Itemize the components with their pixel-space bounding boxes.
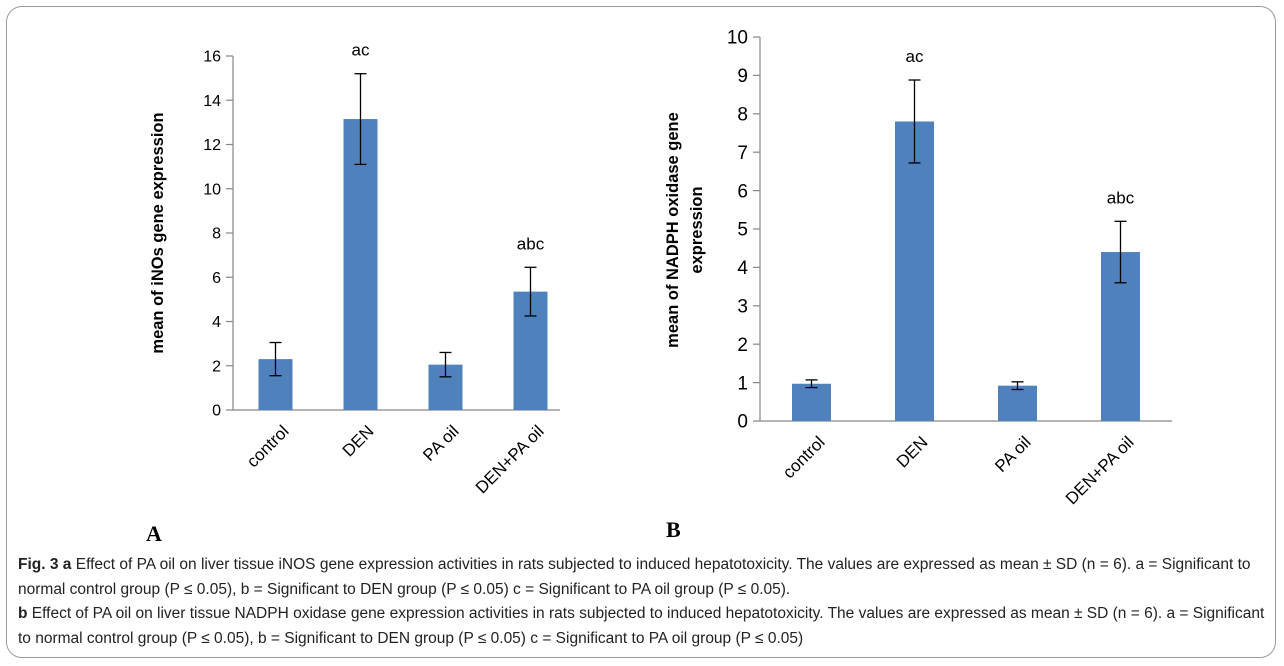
- panel-b-y-tick-label: 7: [737, 143, 748, 164]
- panel-label-a: A: [146, 521, 162, 546]
- panel-b-bar: [895, 121, 934, 421]
- panel-a-y-tick-label: 12: [203, 137, 221, 154]
- chart-b: 0 1 2 3 4 5 6 7 8 9 10 control ac DEN PA oil abc DEN+PA …: [664, 28, 1172, 509]
- caption-b: b Effect of PA oil on liver tissue NADPH…: [18, 602, 1274, 651]
- caption-a: Fig. 3 a Effect of PA oil on liver tissu…: [18, 553, 1274, 602]
- panel-a-y-tick-label: 16: [203, 49, 221, 66]
- panel-label-b: B: [666, 517, 681, 542]
- panel-b-category-label: DEN: [893, 433, 932, 472]
- panel-b-y-tick-label: 5: [737, 220, 748, 241]
- figure-caption: Fig. 3 a Effect of PA oil on liver tissu…: [18, 553, 1274, 651]
- panel-b-y-axis-title-line1: mean of NADPH oxidase gene: [664, 112, 682, 348]
- caption-fig-label: Fig. 3: [18, 556, 59, 573]
- panel-a-category-label: control: [243, 422, 293, 472]
- panel-b-y-tick-label: 2: [737, 335, 748, 356]
- caption-b-text: Effect of PA oil on liver tissue NADPH o…: [18, 605, 1265, 647]
- panel-a-category-label: DEN+PA oil: [472, 422, 548, 498]
- panel-a-category-label: PA oil: [419, 422, 462, 465]
- caption-a-label: a: [62, 556, 72, 573]
- panel-b-y-tick-label: 9: [737, 66, 748, 87]
- panel-b-category-label: DEN+PA oil: [1062, 433, 1138, 509]
- panel-b-y-tick-label: 10: [727, 28, 748, 49]
- panel-b-category-label: PA oil: [991, 433, 1034, 476]
- panel-b-y-tick-label: 1: [737, 373, 748, 394]
- panel-a-category-label: DEN: [339, 422, 378, 461]
- panel-b-category-label: control: [779, 433, 829, 483]
- panel-b-y-tick-label: 3: [737, 296, 748, 317]
- panel-b-bar: [998, 385, 1037, 421]
- panel-b-y-axis-title-line2: expression: [688, 186, 706, 273]
- panel-a-y-tick-label: 6: [212, 270, 221, 287]
- caption-b-label: b: [18, 605, 28, 622]
- panel-a-y-tick-label: 2: [212, 358, 221, 375]
- panel-a-significance-label: ac: [352, 41, 370, 60]
- panel-a-y-tick-label: 10: [203, 181, 221, 198]
- panel-b-y-tick-label: 6: [737, 181, 748, 202]
- panel-a-significance-label: abc: [517, 234, 545, 253]
- panel-b-significance-label: ac: [906, 47, 924, 66]
- caption-a-text: Effect of PA oil on liver tissue iNOS ge…: [18, 556, 1251, 598]
- panel-a-y-tick-label: 0: [212, 403, 221, 420]
- panel-a-y-axis-title: mean of iNOs gene expression: [149, 112, 167, 353]
- panel-b-y-tick-label: 4: [737, 258, 748, 279]
- panel-a-y-tick-label: 14: [203, 93, 221, 110]
- panel-a-y-tick-label: 4: [212, 314, 221, 331]
- panel-b-significance-label: abc: [1107, 188, 1135, 207]
- panel-b-y-tick-label: 8: [737, 104, 748, 125]
- panel-a-y-tick-label: 8: [212, 226, 221, 243]
- figure-frame: [6, 6, 1276, 658]
- panel-b-bar: [792, 383, 831, 421]
- panel-a-bar: [343, 119, 378, 411]
- chart-a: 0 2 4 6 8 10 12 14 16 control ac DEN PA oil abc DEN+PA…: [149, 41, 560, 498]
- panel-b-y-tick-label: 0: [737, 412, 748, 433]
